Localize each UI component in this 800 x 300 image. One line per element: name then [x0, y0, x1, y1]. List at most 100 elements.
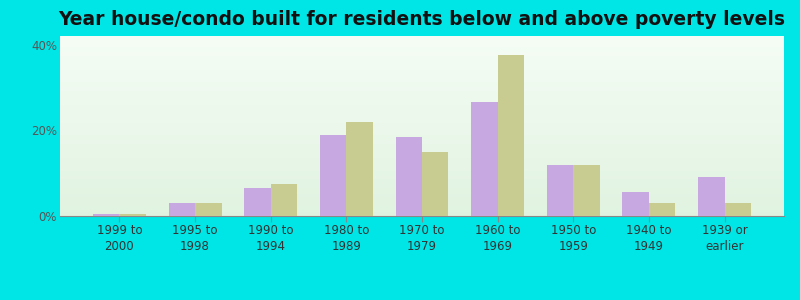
Bar — [60, 138, 784, 139]
Bar — [60, 92, 784, 93]
Bar — [60, 186, 784, 187]
Bar — [60, 119, 784, 120]
Bar — [60, 190, 784, 191]
Bar — [60, 91, 784, 92]
Bar — [60, 64, 784, 65]
Bar — [60, 90, 784, 91]
Bar — [60, 113, 784, 114]
Bar — [60, 49, 784, 50]
Bar — [60, 178, 784, 179]
Bar — [60, 110, 784, 111]
Bar — [60, 150, 784, 151]
Bar — [60, 98, 784, 99]
Bar — [93, 214, 119, 216]
Bar — [60, 63, 784, 64]
Bar — [60, 73, 784, 74]
Bar — [60, 145, 784, 146]
Bar — [320, 135, 346, 216]
Bar — [60, 211, 784, 212]
Bar — [60, 84, 784, 85]
Title: Year house/condo built for residents below and above poverty levels: Year house/condo built for residents bel… — [58, 10, 786, 29]
Bar — [60, 74, 784, 75]
Bar — [60, 36, 784, 37]
Bar — [60, 153, 784, 154]
Bar — [60, 42, 784, 43]
Bar — [60, 79, 784, 80]
Bar — [60, 68, 784, 69]
Bar — [622, 192, 649, 216]
Bar — [195, 203, 222, 216]
Bar — [60, 149, 784, 150]
Bar — [60, 134, 784, 135]
Bar — [60, 111, 784, 112]
Bar — [60, 83, 784, 84]
Bar — [60, 87, 784, 88]
Bar — [60, 89, 784, 90]
Bar — [60, 201, 784, 202]
Bar — [60, 179, 784, 180]
Bar — [60, 169, 784, 170]
Bar — [60, 58, 784, 59]
Bar — [60, 77, 784, 78]
Bar — [60, 52, 784, 53]
Bar — [60, 53, 784, 54]
Bar — [60, 215, 784, 216]
Bar — [60, 76, 784, 77]
Bar — [60, 72, 784, 73]
Bar — [60, 197, 784, 198]
Bar — [60, 181, 784, 182]
Bar — [60, 93, 784, 94]
Bar — [60, 174, 784, 175]
Bar — [60, 158, 784, 159]
Bar — [60, 97, 784, 98]
Bar — [60, 140, 784, 141]
Bar — [60, 188, 784, 189]
Bar — [60, 141, 784, 142]
Bar — [547, 165, 574, 216]
Bar — [60, 75, 784, 76]
Bar — [60, 199, 784, 200]
Bar — [60, 114, 784, 115]
Bar — [60, 40, 784, 41]
Bar — [60, 133, 784, 134]
Bar — [60, 195, 784, 196]
Bar — [60, 166, 784, 167]
Bar — [60, 194, 784, 195]
Bar — [60, 213, 784, 214]
Bar — [60, 210, 784, 211]
Bar — [60, 205, 784, 206]
Bar — [725, 203, 751, 216]
Bar — [60, 106, 784, 107]
Bar — [60, 103, 784, 104]
Bar — [60, 204, 784, 205]
Bar — [60, 168, 784, 169]
Bar — [60, 147, 784, 148]
Bar — [60, 130, 784, 131]
Bar — [60, 100, 784, 101]
Bar — [60, 95, 784, 96]
Bar — [60, 108, 784, 109]
Bar — [60, 71, 784, 72]
Bar — [60, 51, 784, 52]
Bar — [60, 167, 784, 168]
Bar — [60, 208, 784, 209]
Bar — [60, 173, 784, 174]
Bar — [60, 56, 784, 57]
Bar — [60, 193, 784, 194]
Bar — [60, 96, 784, 97]
Bar — [60, 160, 784, 161]
Bar — [60, 189, 784, 190]
Bar — [60, 46, 784, 47]
Bar — [60, 212, 784, 213]
Bar — [60, 104, 784, 105]
Bar — [60, 164, 784, 165]
Bar — [60, 80, 784, 81]
Bar — [60, 50, 784, 51]
Bar — [395, 137, 422, 216]
Bar — [60, 125, 784, 126]
Bar — [60, 191, 784, 192]
Bar — [60, 162, 784, 163]
Bar — [60, 137, 784, 138]
Bar — [574, 165, 600, 216]
Bar — [60, 182, 784, 183]
